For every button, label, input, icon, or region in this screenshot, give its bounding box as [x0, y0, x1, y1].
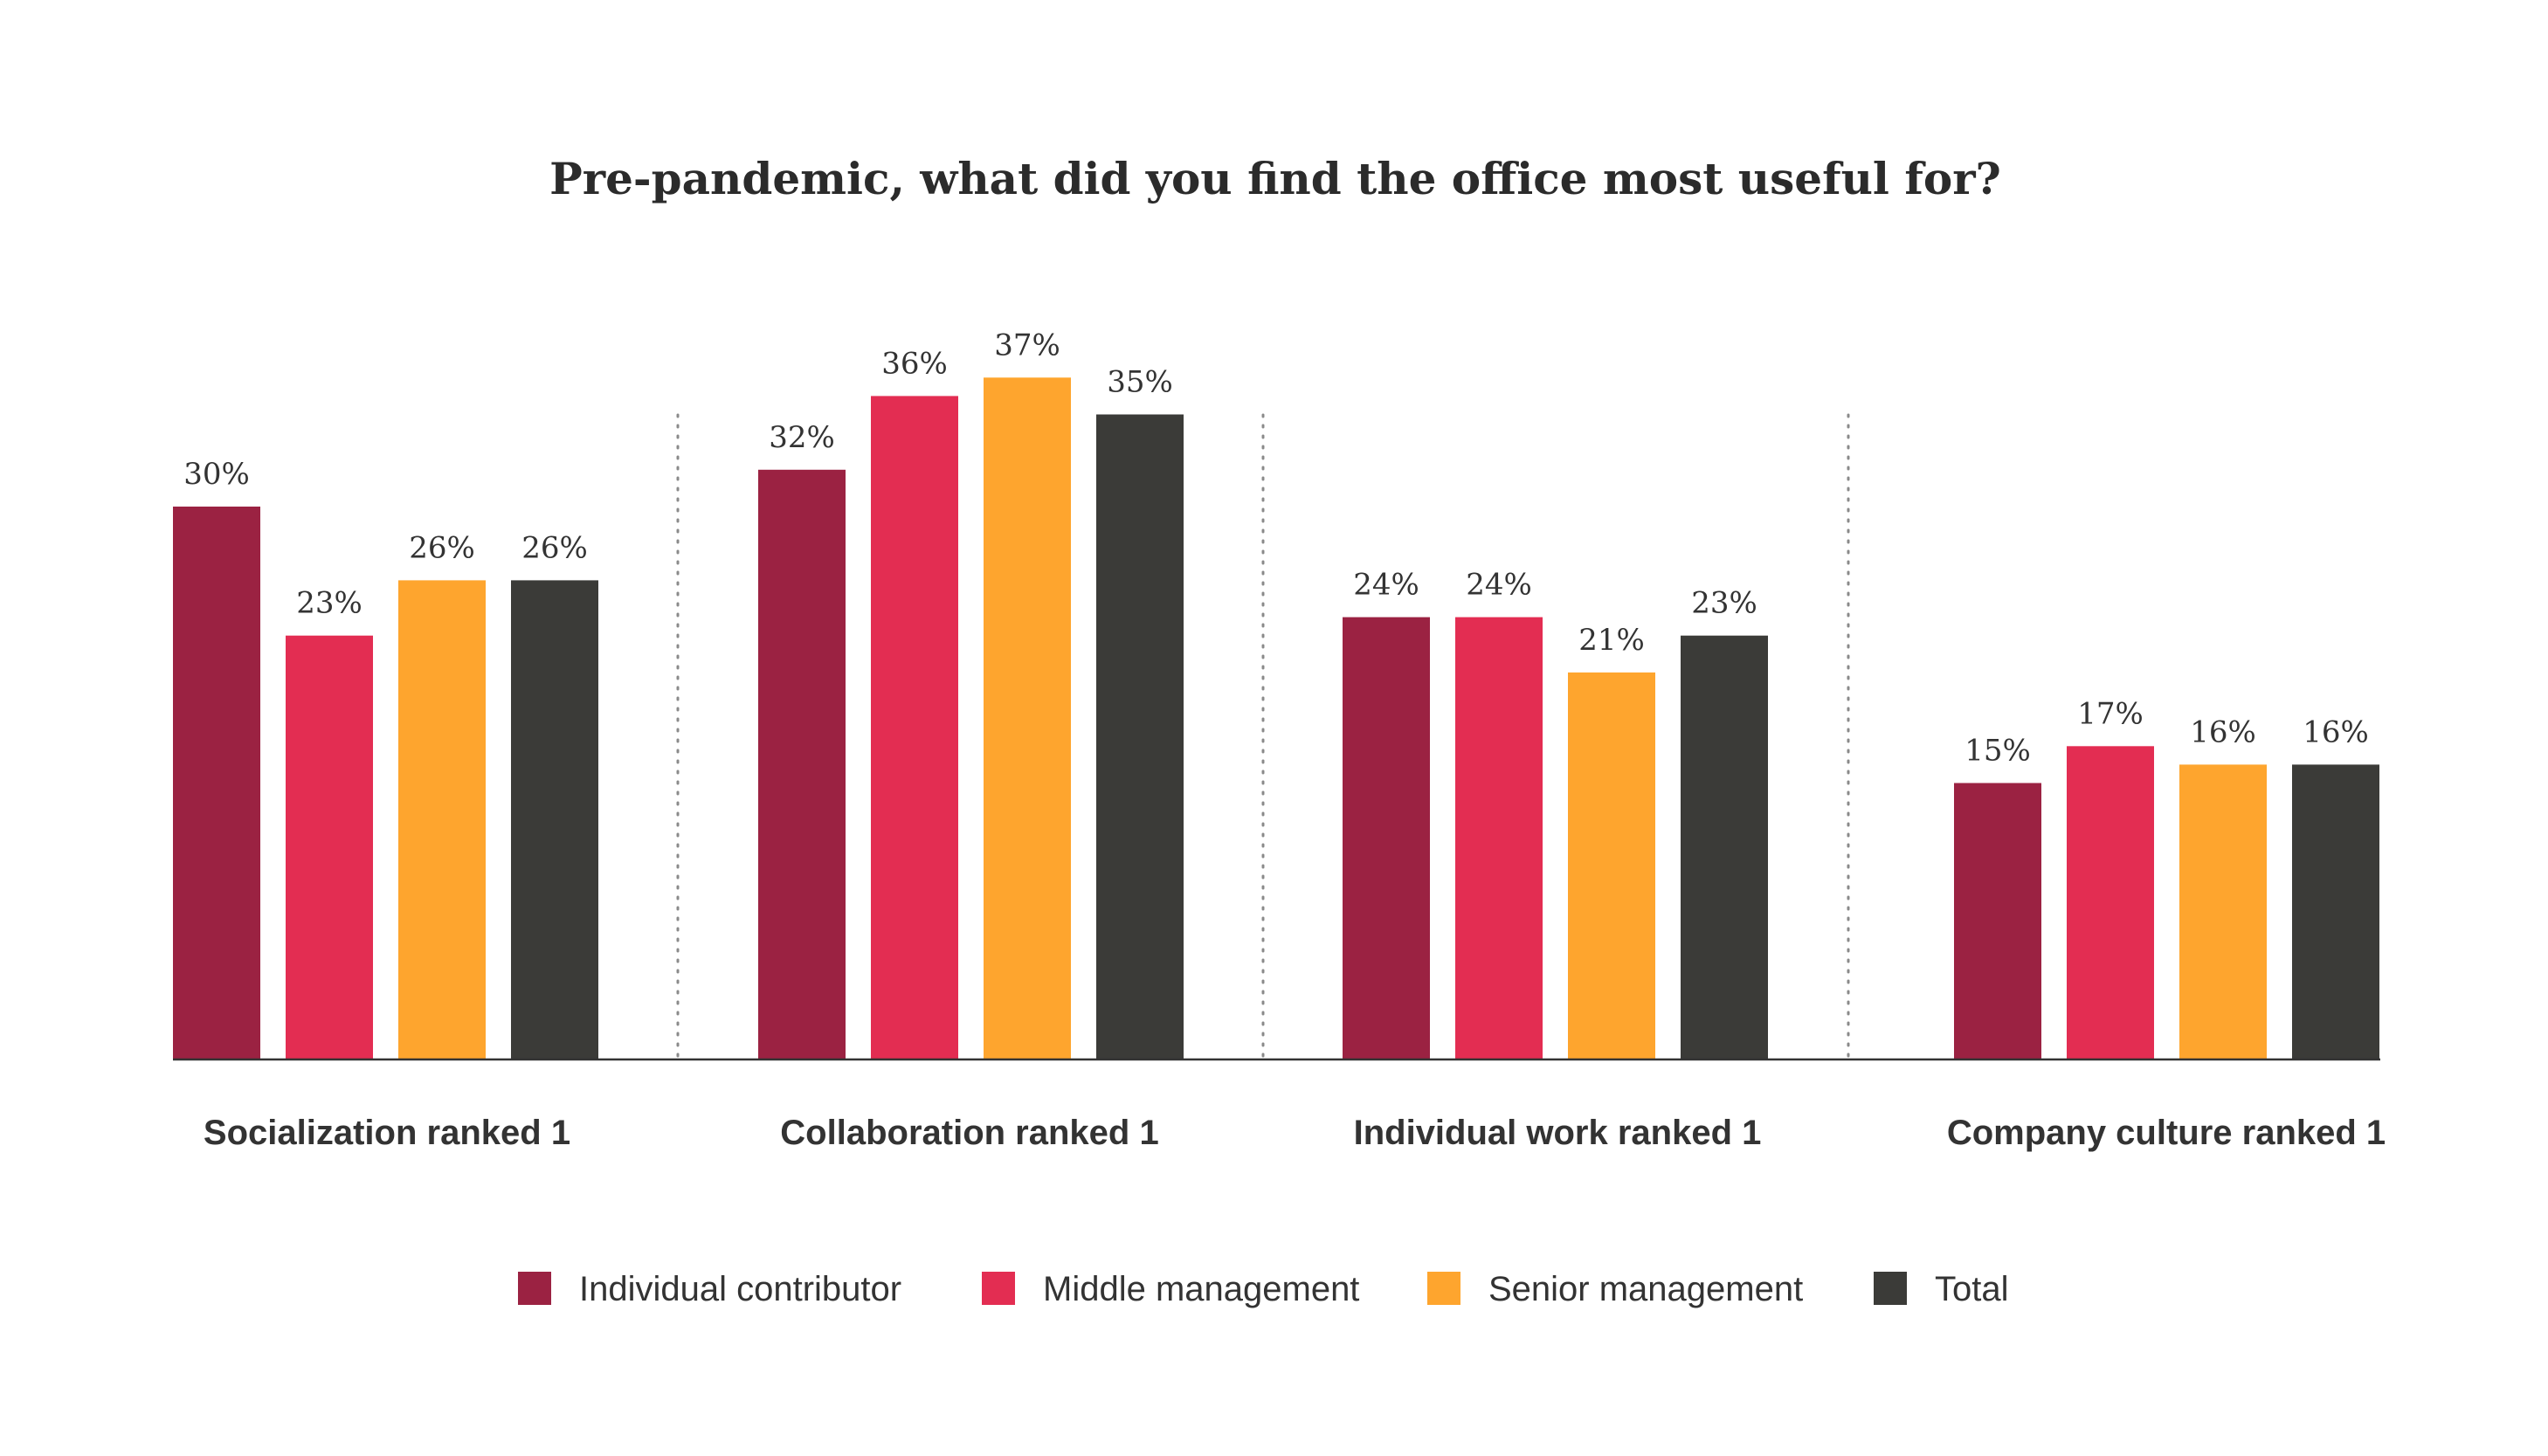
bar — [1954, 783, 2041, 1059]
bar — [758, 469, 846, 1059]
bar — [984, 377, 1071, 1059]
bar — [1568, 672, 1655, 1059]
chart-title: Pre-pandemic, what did you find the offi… — [549, 153, 2001, 204]
bar — [871, 396, 958, 1059]
legend-swatch — [1874, 1272, 1907, 1305]
value-label: 17% — [2077, 696, 2144, 731]
legend-swatch — [1427, 1272, 1460, 1305]
bar — [2179, 764, 2267, 1059]
bar — [1096, 414, 1184, 1059]
bar — [398, 580, 486, 1059]
bar — [511, 580, 598, 1059]
legend-label: Total — [1935, 1270, 2009, 1308]
legend-swatch — [982, 1272, 1015, 1305]
value-label: 21% — [1578, 623, 1645, 658]
category-label: Collaboration ranked 1 — [780, 1114, 1158, 1152]
legend: Individual contributor Middle management S… — [518, 1270, 2009, 1308]
legend-label: Middle management — [1043, 1270, 1359, 1308]
bar — [286, 635, 373, 1059]
value-label: 32% — [769, 420, 835, 455]
bar — [2292, 764, 2379, 1059]
value-label: 26% — [409, 530, 475, 565]
category-label: Socialization ranked 1 — [204, 1114, 570, 1152]
value-label: 24% — [1466, 568, 1532, 603]
bar — [173, 507, 260, 1059]
bars — [173, 377, 2379, 1059]
value-label: 26% — [521, 530, 588, 565]
value-label: 16% — [2303, 714, 2369, 749]
value-label: 23% — [1691, 586, 1757, 621]
bar — [1343, 617, 1430, 1059]
category-label: Company culture ranked 1 — [1947, 1114, 2386, 1152]
group-separators — [676, 413, 1850, 1061]
value-label: 36% — [881, 346, 948, 381]
value-label: 37% — [994, 328, 1060, 362]
legend-swatch — [518, 1272, 551, 1305]
bar — [1681, 635, 1768, 1059]
value-label: 16% — [2190, 714, 2256, 749]
value-label: 35% — [1107, 365, 1173, 400]
value-label: 23% — [296, 586, 363, 621]
legend-label: Individual contributor — [579, 1270, 901, 1308]
value-label: 15% — [1965, 734, 2031, 769]
value-label: 24% — [1353, 568, 1419, 603]
value-labels: 30% 23% 26% 26% 32% 36% 37% 35% 24% 24% 21% 23% 15% 1… — [183, 328, 2369, 768]
category-label: Individual work ranked 1 — [1354, 1114, 1762, 1152]
value-label: 30% — [183, 457, 250, 492]
legend-label: Senior management — [1488, 1270, 1803, 1308]
category-labels: Socialization ranked 1 Collaboration rank… — [204, 1114, 2386, 1152]
bar — [2067, 746, 2154, 1059]
bar — [1455, 617, 1543, 1059]
